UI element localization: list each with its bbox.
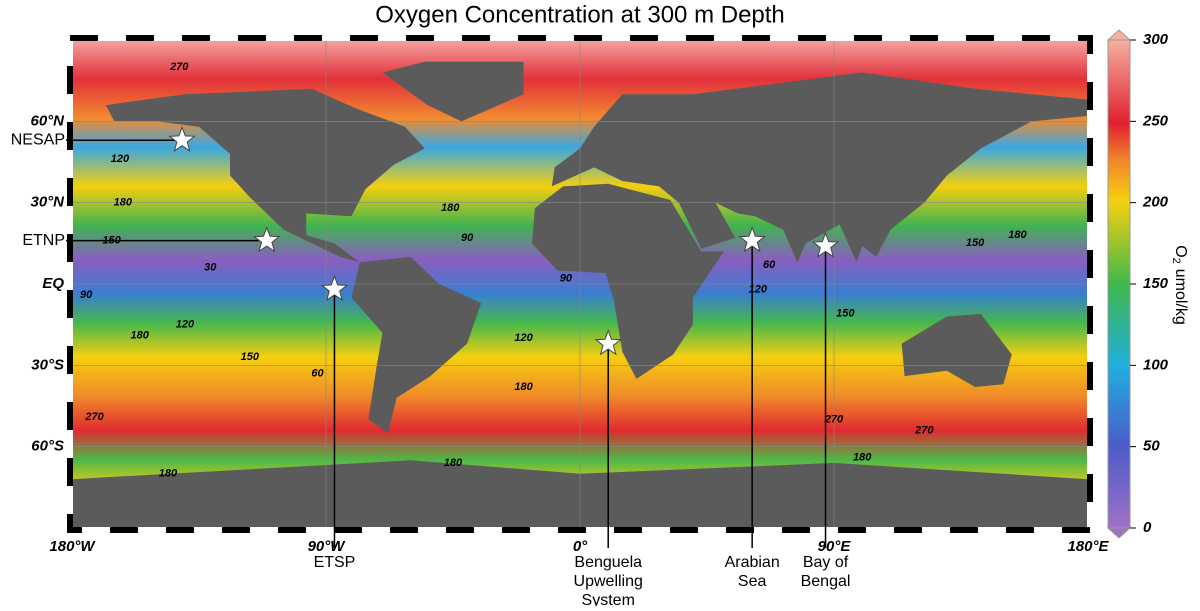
contour-label: 90 — [560, 272, 573, 284]
land — [382, 61, 524, 122]
colorbar-top — [1106, 29, 1132, 41]
lon-label: 180°E — [1067, 538, 1109, 555]
contour-label: 90 — [80, 289, 93, 301]
map: 270 120 180 150 30 90 120 180 150 60 270 180 180 90 90… — [72, 40, 1088, 528]
colorbar — [1107, 39, 1131, 529]
lat-label: EQ — [42, 275, 64, 292]
contour-label: 180 — [159, 468, 178, 480]
lon-label: 90°E — [818, 538, 852, 555]
site-star — [738, 226, 766, 253]
colorbar-tick-label: 50 — [1143, 438, 1160, 455]
contour-label: 180 — [514, 381, 533, 393]
lon-label: 90°W — [308, 538, 347, 555]
land — [351, 256, 482, 434]
site-label: Sea — [738, 573, 767, 590]
colorbar-tick-label: 300 — [1143, 31, 1169, 48]
contour-label: 150 — [966, 237, 985, 249]
site-star — [320, 274, 349, 302]
contour-label: 150 — [241, 351, 260, 363]
contour-label: 270 — [169, 61, 189, 73]
colorbar-label: O2 umol/kg — [1170, 245, 1189, 325]
lat-label: 60°N — [30, 112, 65, 129]
site-star — [168, 125, 196, 152]
site-label: ETSP — [314, 554, 356, 571]
land — [105, 88, 425, 263]
contour-label: 90 — [461, 232, 474, 244]
contour-label: 180 — [114, 197, 133, 209]
contour-label: 30 — [204, 262, 217, 274]
site-label: NESAP — [11, 132, 65, 149]
colorbar-tick-label: 150 — [1143, 275, 1169, 292]
colorbar-tick-label: 100 — [1143, 356, 1169, 373]
contour-label: 120 — [749, 283, 768, 295]
site-star — [811, 231, 840, 258]
site-label: ETNP — [22, 232, 65, 249]
colorbar-bottom — [1106, 527, 1132, 539]
site-label: Arabian — [725, 554, 780, 571]
label-o: O — [1172, 245, 1189, 257]
contour-label: 120 — [111, 153, 130, 165]
lat-label: 30°S — [31, 356, 64, 373]
contour-label: 270 — [824, 413, 844, 425]
lat-label: 60°S — [31, 438, 64, 455]
contour-label: 180 — [1008, 229, 1027, 241]
site-label: Bengal — [801, 573, 851, 590]
contour-label: 120 — [176, 319, 195, 331]
contour-label: 270 — [914, 424, 934, 436]
contour-label: 120 — [514, 332, 533, 344]
site-label: Upwelling — [574, 573, 643, 590]
label-unit: umol/kg — [1172, 269, 1189, 325]
colorbar-tick-label: 0 — [1143, 519, 1152, 536]
contour-label: 60 — [311, 367, 324, 379]
title: Oxygen Concentration at 300 m Depth — [375, 1, 785, 28]
land — [551, 72, 1088, 263]
contour-label: 180 — [131, 329, 150, 341]
contour-label: 180 — [444, 457, 463, 469]
site-label: Benguela — [574, 554, 642, 571]
site-label: System — [582, 592, 635, 606]
contour-label: 270 — [84, 411, 104, 423]
lat-label: 30°N — [30, 194, 65, 211]
contour-label: 180 — [853, 451, 872, 463]
contour-label: 150 — [836, 308, 855, 320]
frame-ticks — [67, 35, 1093, 533]
contour-label: 180 — [441, 202, 460, 214]
land — [901, 313, 1012, 388]
site-label: Bay of — [803, 554, 849, 571]
site-star — [253, 226, 281, 253]
contour-label: 60 — [763, 259, 776, 271]
label-sub: 2 — [1170, 258, 1182, 264]
colorbar-tick-label: 200 — [1142, 194, 1169, 211]
colorbar-tick-label: 250 — [1142, 112, 1169, 129]
lon-label: 180°W — [49, 538, 96, 555]
site-star — [594, 329, 622, 356]
lon-label: 0° — [573, 538, 588, 555]
